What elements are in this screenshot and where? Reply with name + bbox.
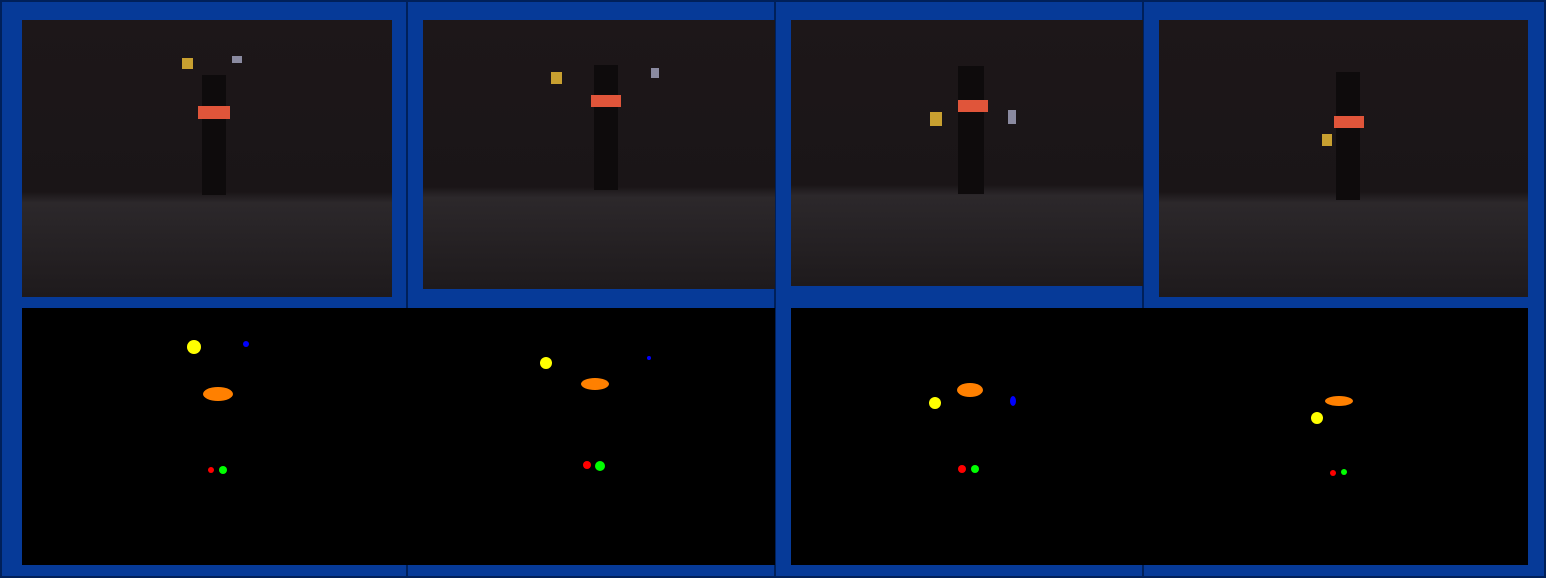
blob <box>929 397 941 409</box>
marker <box>651 68 659 78</box>
blob <box>1341 469 1347 475</box>
person <box>202 75 226 195</box>
blob <box>1325 396 1353 406</box>
marker <box>182 58 193 69</box>
blob <box>208 467 214 473</box>
blob <box>971 465 979 473</box>
blob <box>1330 470 1336 476</box>
blob <box>540 357 552 369</box>
blob <box>957 383 983 397</box>
sash <box>591 95 621 107</box>
blob <box>203 387 233 401</box>
sash <box>1334 116 1364 128</box>
sash <box>198 106 230 119</box>
marker <box>551 72 562 84</box>
blob <box>1010 396 1016 406</box>
blob <box>243 341 249 347</box>
person <box>958 66 984 194</box>
blob <box>1311 412 1323 424</box>
marker <box>930 112 942 126</box>
mask-panel <box>791 308 1528 565</box>
marker <box>232 56 242 63</box>
person <box>594 65 618 190</box>
frame-4 <box>1159 20 1528 297</box>
frame-3 <box>791 20 1143 286</box>
blob <box>581 378 609 390</box>
marker <box>1322 134 1332 146</box>
blob <box>958 465 966 473</box>
blob <box>187 340 201 354</box>
blob <box>595 461 605 471</box>
blob <box>583 461 591 469</box>
blob <box>647 356 651 360</box>
frame-1 <box>22 20 392 297</box>
marker <box>1008 110 1016 124</box>
sash <box>958 100 988 112</box>
mask-panel <box>22 308 775 565</box>
person <box>1336 72 1360 200</box>
blob <box>219 466 227 474</box>
frame-2 <box>423 20 775 289</box>
blobs <box>187 340 1353 476</box>
